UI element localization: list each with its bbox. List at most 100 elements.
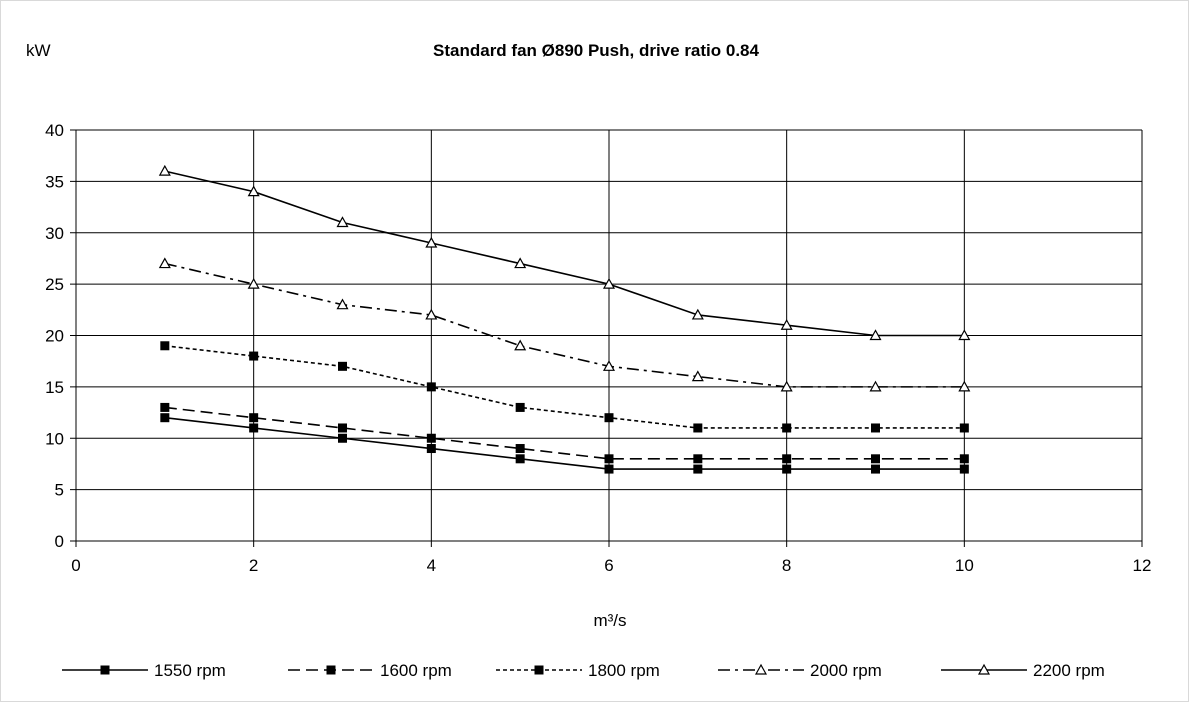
data-point: [958, 380, 971, 392]
data-point: [247, 185, 260, 197]
series-line: [164, 406, 965, 460]
data-point: [958, 329, 971, 341]
data-point: [426, 433, 436, 443]
legend-item: 2200 rpm: [941, 661, 1105, 680]
data-point: [604, 464, 614, 474]
data-point: [869, 380, 882, 392]
data-point: [869, 329, 882, 341]
x-tick-label: 12: [1133, 556, 1152, 575]
data-point: [249, 423, 259, 433]
data-point: [249, 413, 259, 423]
data-point: [336, 216, 349, 228]
series-line: [164, 416, 965, 470]
data-point: [602, 360, 616, 371]
legend-item: 2000 rpm: [718, 661, 882, 680]
data-point: [604, 454, 614, 464]
legend-marker: [534, 665, 544, 675]
data-point: [691, 308, 704, 320]
data-point: [782, 464, 792, 474]
y-tick-label: 30: [45, 224, 64, 243]
data-point: [249, 351, 259, 361]
data-point: [425, 236, 438, 248]
data-point: [693, 464, 703, 474]
legend-label: 2200 rpm: [1033, 661, 1105, 680]
data-point: [959, 423, 969, 433]
y-axis-label: kW: [26, 41, 51, 60]
data-point: [780, 380, 793, 392]
data-point: [247, 277, 260, 289]
y-tick-label: 20: [45, 327, 64, 346]
data-point: [158, 257, 171, 269]
data-point: [782, 454, 792, 464]
axes: 0 5 10 15 20 25 30 35 40 0 2 4 6 8 10 12: [45, 121, 1151, 575]
series-line: [164, 262, 965, 388]
legend-marker: [100, 665, 110, 675]
y-tick-label: 0: [55, 532, 64, 551]
data-point: [426, 382, 436, 392]
y-tick-label: 35: [45, 172, 64, 191]
y-tick-label: 15: [45, 378, 64, 397]
legend-item: 1800 rpm: [496, 661, 660, 680]
y-tick-label: 5: [55, 481, 64, 500]
series-line: [164, 170, 965, 337]
x-axis-label: m³/s: [593, 611, 626, 630]
legend-label: 1600 rpm: [380, 661, 452, 680]
legend-item: 1600 rpm: [288, 661, 452, 680]
series-2000-rpm: [158, 257, 971, 392]
legend-label: 1550 rpm: [154, 661, 226, 680]
legend-marker: [754, 663, 768, 675]
data-point: [691, 370, 704, 382]
y-tick-label: 10: [45, 429, 64, 448]
chart-title: Standard fan Ø890 Push, drive ratio 0.84: [433, 41, 759, 60]
data-point: [514, 257, 527, 269]
data-point: [959, 464, 969, 474]
data-point: [160, 413, 170, 423]
data-point: [338, 423, 347, 433]
data-point: [160, 402, 170, 412]
data-point: [515, 454, 525, 464]
series-1600-rpm: [160, 402, 969, 464]
series-1550-rpm: [160, 413, 969, 474]
data-point: [338, 433, 347, 443]
legend-marker: [977, 663, 991, 675]
series-line: [164, 344, 965, 429]
data-point: [871, 423, 880, 433]
data-point: [515, 444, 525, 454]
series-layer: [158, 164, 971, 474]
series-1800-rpm: [160, 341, 969, 433]
data-point: [514, 339, 527, 351]
x-tick-label: 4: [427, 556, 436, 575]
data-point: [871, 464, 880, 474]
data-point: [693, 423, 703, 433]
data-point: [602, 277, 616, 289]
legend: 1550 rpm 1600 rpm 1800 rpm 2000 rpm 2200 rpm: [62, 661, 1105, 680]
legend-label: 2000 rpm: [810, 661, 882, 680]
series-2200-rpm: [158, 164, 971, 341]
y-tick-label: 25: [45, 275, 64, 294]
data-point: [782, 423, 792, 433]
data-point: [160, 341, 170, 351]
legend-marker: [326, 665, 336, 675]
x-tick-label: 6: [604, 556, 613, 575]
data-point: [158, 164, 171, 176]
data-point: [336, 298, 349, 310]
data-point: [515, 402, 525, 412]
data-point: [425, 308, 438, 320]
x-tick-label: 2: [249, 556, 258, 575]
data-point: [871, 454, 880, 464]
x-tick-label: 0: [71, 556, 80, 575]
y-tick-label: 40: [45, 121, 64, 140]
data-point: [426, 444, 436, 454]
legend-item: 1550 rpm: [62, 661, 226, 680]
data-point: [959, 454, 969, 464]
data-point: [338, 361, 347, 371]
legend-label: 1800 rpm: [588, 661, 660, 680]
data-point: [780, 318, 793, 330]
x-tick-label: 8: [782, 556, 791, 575]
x-tick-label: 10: [955, 556, 974, 575]
data-point: [693, 454, 703, 464]
data-point: [604, 413, 614, 423]
